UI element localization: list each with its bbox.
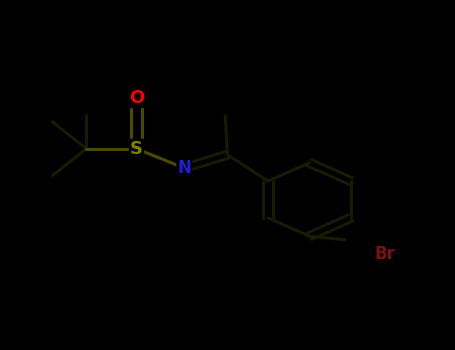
Text: Br: Br — [374, 245, 395, 263]
Text: N: N — [177, 159, 191, 177]
Text: O: O — [129, 89, 144, 107]
Text: S: S — [130, 140, 143, 158]
